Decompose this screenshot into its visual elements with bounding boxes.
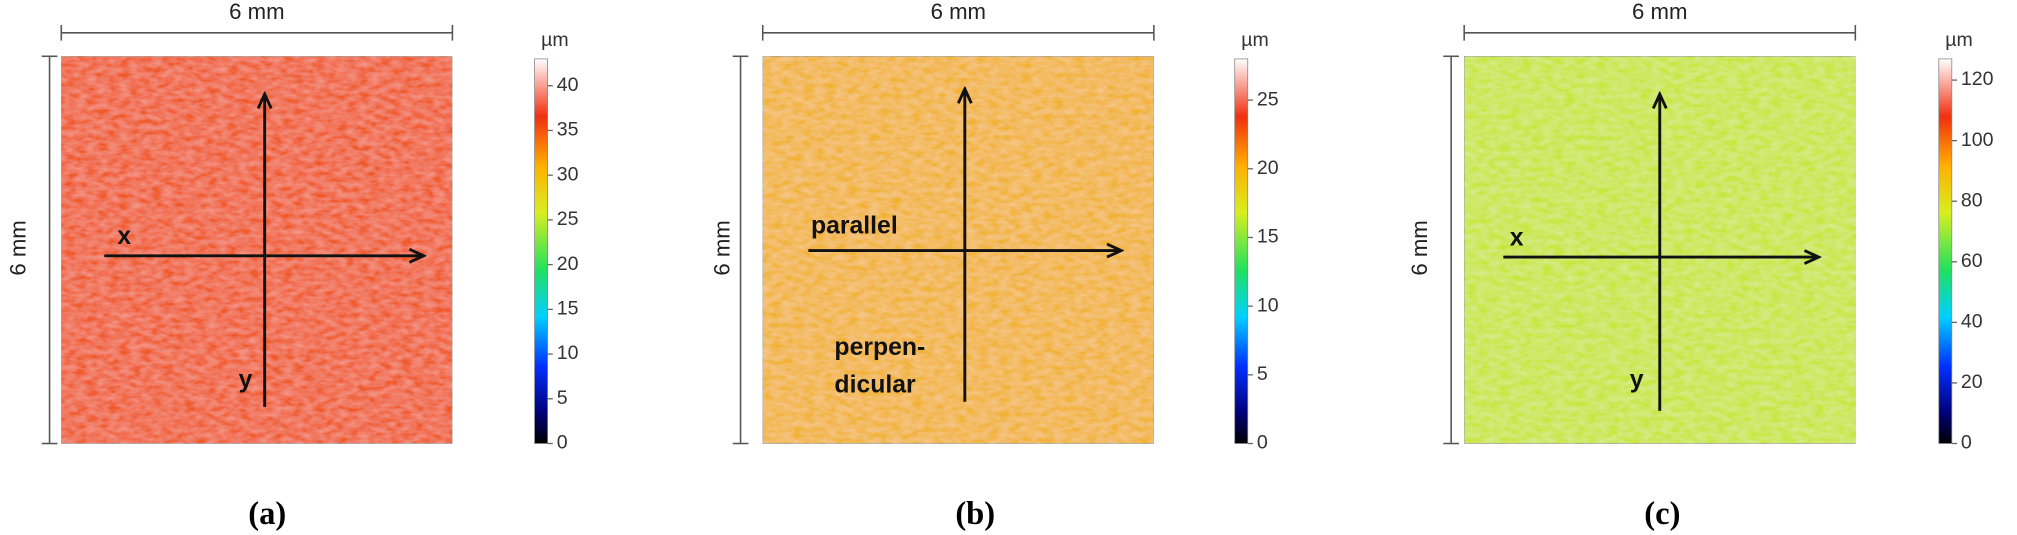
colorbar [1234,58,1249,444]
colorbar-tick-label: 25 [1257,88,1279,110]
caption: (b) [955,496,995,532]
colorbar [534,58,548,444]
caption: (c) [1644,496,1680,532]
arrow-label: perpen- [834,334,925,361]
arrow-label: dicular [834,372,916,399]
width-label: 6 mm [1632,0,1687,24]
colorbar-tick-label: 100 [1961,129,1994,151]
colorbar-unit: µm [541,29,569,51]
colorbar-tick-label: 35 [557,119,579,141]
colorbar-tick-label: 30 [557,163,579,185]
height-label: 6 mm [1407,220,1432,275]
colorbar-tick-label: 15 [1257,226,1279,248]
colorbar-tick-label: 5 [557,387,568,409]
colorbar [1938,58,1953,444]
colorbar-tick-label: 20 [1257,157,1279,179]
colorbar-tick-label: 0 [1257,432,1268,454]
arrow-label: parallel [811,213,898,240]
colorbar-unit: µm [1241,29,1269,51]
colorbar-tick-label: 40 [557,74,579,96]
colorbar-tick-label: 40 [1961,311,1983,333]
caption: (a) [248,496,286,532]
arrow-label: y [239,366,253,393]
colorbar-tick-label: 5 [1257,363,1268,385]
colorbar-tick-label: 20 [557,253,579,275]
arrow-label: x [117,223,131,250]
colorbar-unit: µm [1945,29,1973,51]
colorbar-tick-label: 25 [557,208,579,230]
arrow-label: x [1510,224,1524,251]
colorbar-tick-label: 20 [1961,371,1983,393]
width-label: 6 mm [931,0,986,24]
surface-map [60,55,453,444]
colorbar-tick-label: 0 [1961,432,1972,454]
colorbar-tick-label: 0 [557,432,568,454]
colorbar-tick-label: 120 [1961,68,1994,90]
colorbar-tick-label: 10 [1257,294,1279,316]
colorbar-tick-label: 80 [1961,189,1983,211]
width-label: 6 mm [229,0,284,24]
colorbar-tick-label: 10 [557,342,579,364]
arrow-label: y [1630,366,1644,393]
height-label: 6 mm [709,220,734,275]
colorbar-tick-label: 15 [557,298,579,320]
colorbar-tick-label: 60 [1961,250,1983,272]
height-label: 6 mm [5,220,30,275]
